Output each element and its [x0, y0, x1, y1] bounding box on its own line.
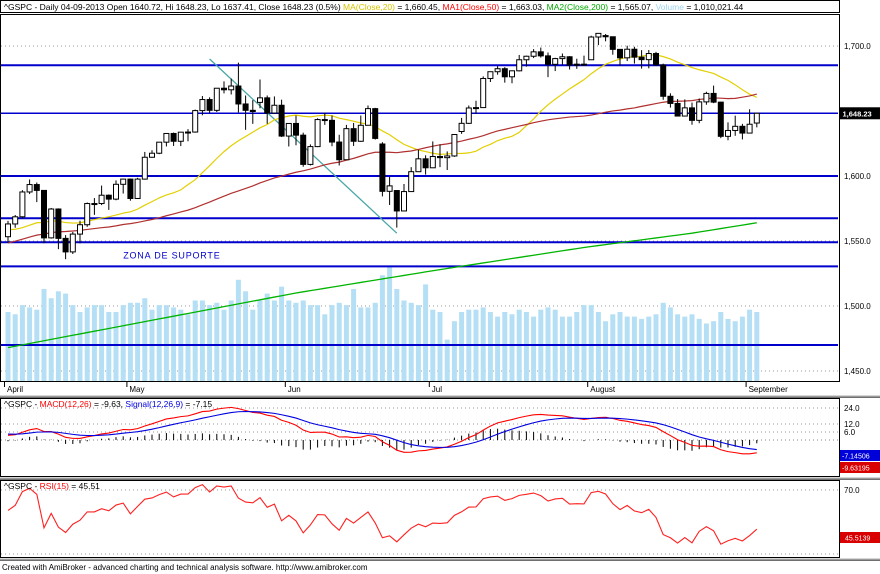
ma200-line: [7, 222, 757, 349]
title-segment: MACD(12,26): [39, 399, 92, 409]
svg-text:-9.63195: -9.63195: [842, 466, 870, 473]
price-chart-panel[interactable]: 1,700.0 1,600.0 1,550.0 1,500.0 1,450.0 ZONA …: [0, 14, 880, 395]
svg-text:April: April: [7, 385, 23, 394]
title-segment: MA2(Close,200): [546, 2, 609, 12]
panel-splitter-3[interactable]: [0, 558, 880, 561]
title-segment: ^GSPC -: [4, 481, 40, 491]
macd-gridlines: [1, 407, 838, 441]
title-segment: = -7.15: [183, 399, 213, 409]
rsi-chart-panel[interactable]: 70.0 45.5139: [0, 480, 880, 558]
svg-text:-7.14506: -7.14506: [842, 454, 870, 461]
rsi-panel-title: ^GSPC - RSI(15) = 45.51: [4, 481, 100, 491]
macd-line: [7, 406, 757, 455]
support-zone-label: ZONA DE SUPORTE: [123, 250, 220, 260]
rsi-axis-label: 70.0: [844, 486, 860, 495]
svg-text:45.5139: 45.5139: [845, 536, 870, 543]
title-segment: = 1,565.07,: [608, 2, 656, 12]
title-segment: = 1,660.45,: [394, 2, 443, 12]
title-segment: ^GSPC - Daily 04-09-2013 Open 1640.72, H…: [4, 2, 344, 12]
macd-plot-border: [0, 398, 840, 477]
title-segment: Volume: [655, 2, 684, 12]
svg-text:70.0: 70.0: [844, 486, 860, 495]
macd-axis-label: 12.0: [844, 420, 860, 429]
price-chart-title-bar: ^GSPC - Daily 04-09-2013 Open 1640.72, H…: [0, 0, 840, 13]
month-axis: April May Jun Jul August September: [4, 382, 788, 394]
title-segment: ^GSPC -: [4, 399, 40, 409]
macd-chart-panel[interactable]: 24.0 12.06.0 -7.14506 -9.63195: [0, 398, 880, 477]
price-axis-labels: 1,700.0 1,600.0 1,550.0 1,500.0 1,450.0: [844, 42, 871, 376]
volume-bars: [5, 266, 760, 381]
rsi-plot-border: [0, 480, 840, 558]
title-segment: = 45.51: [68, 481, 100, 491]
svg-text:May: May: [129, 385, 144, 394]
svg-text:1,550.0: 1,550.0: [844, 237, 871, 246]
svg-text:1,500.0: 1,500.0: [844, 302, 871, 311]
svg-text:1,600.0: 1,600.0: [844, 172, 871, 181]
support-lines: [0, 64, 838, 346]
svg-text:August: August: [590, 385, 616, 394]
price-plot-border: [0, 14, 840, 382]
rsi-gridlines: [1, 489, 838, 555]
candlesticks: [5, 32, 760, 260]
rsi-value-box: 45.5139: [840, 532, 880, 543]
svg-text:1,450.0: 1,450.0: [844, 367, 871, 376]
svg-text:1,700.0: 1,700.0: [844, 42, 871, 51]
macd-axis-label: 6.0: [844, 428, 856, 437]
title-segment: MA1(Close,50): [442, 2, 500, 12]
svg-text:Jun: Jun: [288, 385, 301, 394]
panel-splitter-1[interactable]: [0, 395, 880, 398]
svg-text:September: September: [749, 385, 788, 394]
svg-text:ZONA DE SUPORTE: ZONA DE SUPORTE: [123, 250, 220, 260]
macd-histogram: [7, 428, 758, 451]
title-segment: = -9.63,: [91, 399, 126, 409]
svg-text:6.0: 6.0: [844, 428, 856, 437]
title-segment: = 1,010,021.44: [683, 2, 744, 12]
svg-text:24.0: 24.0: [844, 404, 860, 413]
svg-text:12.0: 12.0: [844, 420, 860, 429]
macd-value-boxes: -7.14506 -9.63195: [840, 450, 880, 473]
title-segment: RSI(15): [39, 481, 69, 491]
svg-text:1,648.23: 1,648.23: [843, 109, 872, 118]
signal-line: [7, 410, 757, 451]
panel-splitter-2[interactable]: [0, 477, 880, 480]
price-value-box: 1,648.23: [840, 107, 880, 120]
svg-text:Jul: Jul: [432, 385, 442, 394]
macd-panel-title: ^GSPC - MACD(12,26) = -9.63, Signal(12,2…: [4, 399, 212, 409]
title-segment: MA(Close,20): [343, 2, 395, 12]
title-segment: Signal(12,26,9): [125, 399, 184, 409]
footer-credit: Created with AmiBroker - advanced charti…: [2, 563, 368, 572]
title-segment: = 1,663.03,: [499, 2, 547, 12]
rsi-line: [7, 484, 758, 545]
macd-axis-label: 24.0: [844, 404, 860, 413]
